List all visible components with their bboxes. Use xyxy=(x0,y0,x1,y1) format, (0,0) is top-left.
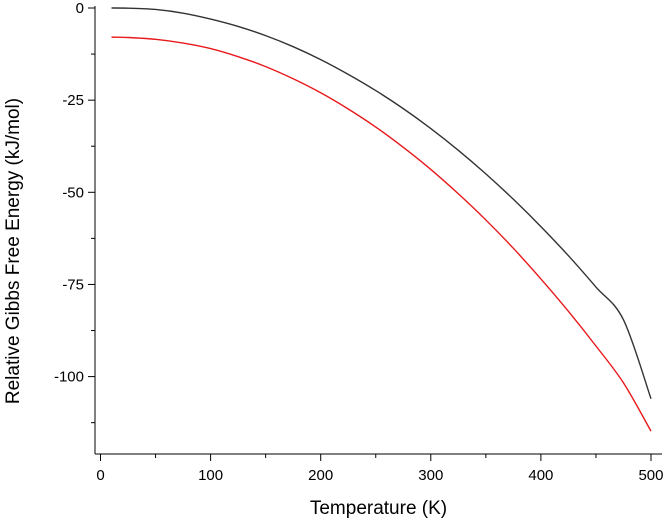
x-tick-label: 0 xyxy=(96,467,104,484)
x-tick-label: 400 xyxy=(528,467,553,484)
x-tick-label: 300 xyxy=(418,467,443,484)
x-tick-label: 200 xyxy=(308,467,333,484)
y-ticks: 0 -25 -50 -75 -100 xyxy=(54,0,95,424)
series-line-1 xyxy=(111,7,652,399)
axes xyxy=(94,6,662,455)
x-axis-title: Temperature (K) xyxy=(310,498,447,519)
x-ticks: 0 100 200 300 400 500 xyxy=(96,454,664,484)
series-line-2 xyxy=(111,36,652,432)
y-tick-label: -100 xyxy=(54,369,84,386)
y-axis-title: Relative Gibbs Free Energy (kJ/mol) xyxy=(3,98,24,404)
y-tick-label: -75 xyxy=(62,276,84,293)
y-tick-label: -25 xyxy=(62,92,84,109)
x-tick-label: 100 xyxy=(198,467,223,484)
y-tick-label: 0 xyxy=(76,0,84,17)
x-tick-label: 500 xyxy=(638,467,663,484)
series-group xyxy=(111,7,652,432)
y-tick-label: -50 xyxy=(62,184,84,201)
